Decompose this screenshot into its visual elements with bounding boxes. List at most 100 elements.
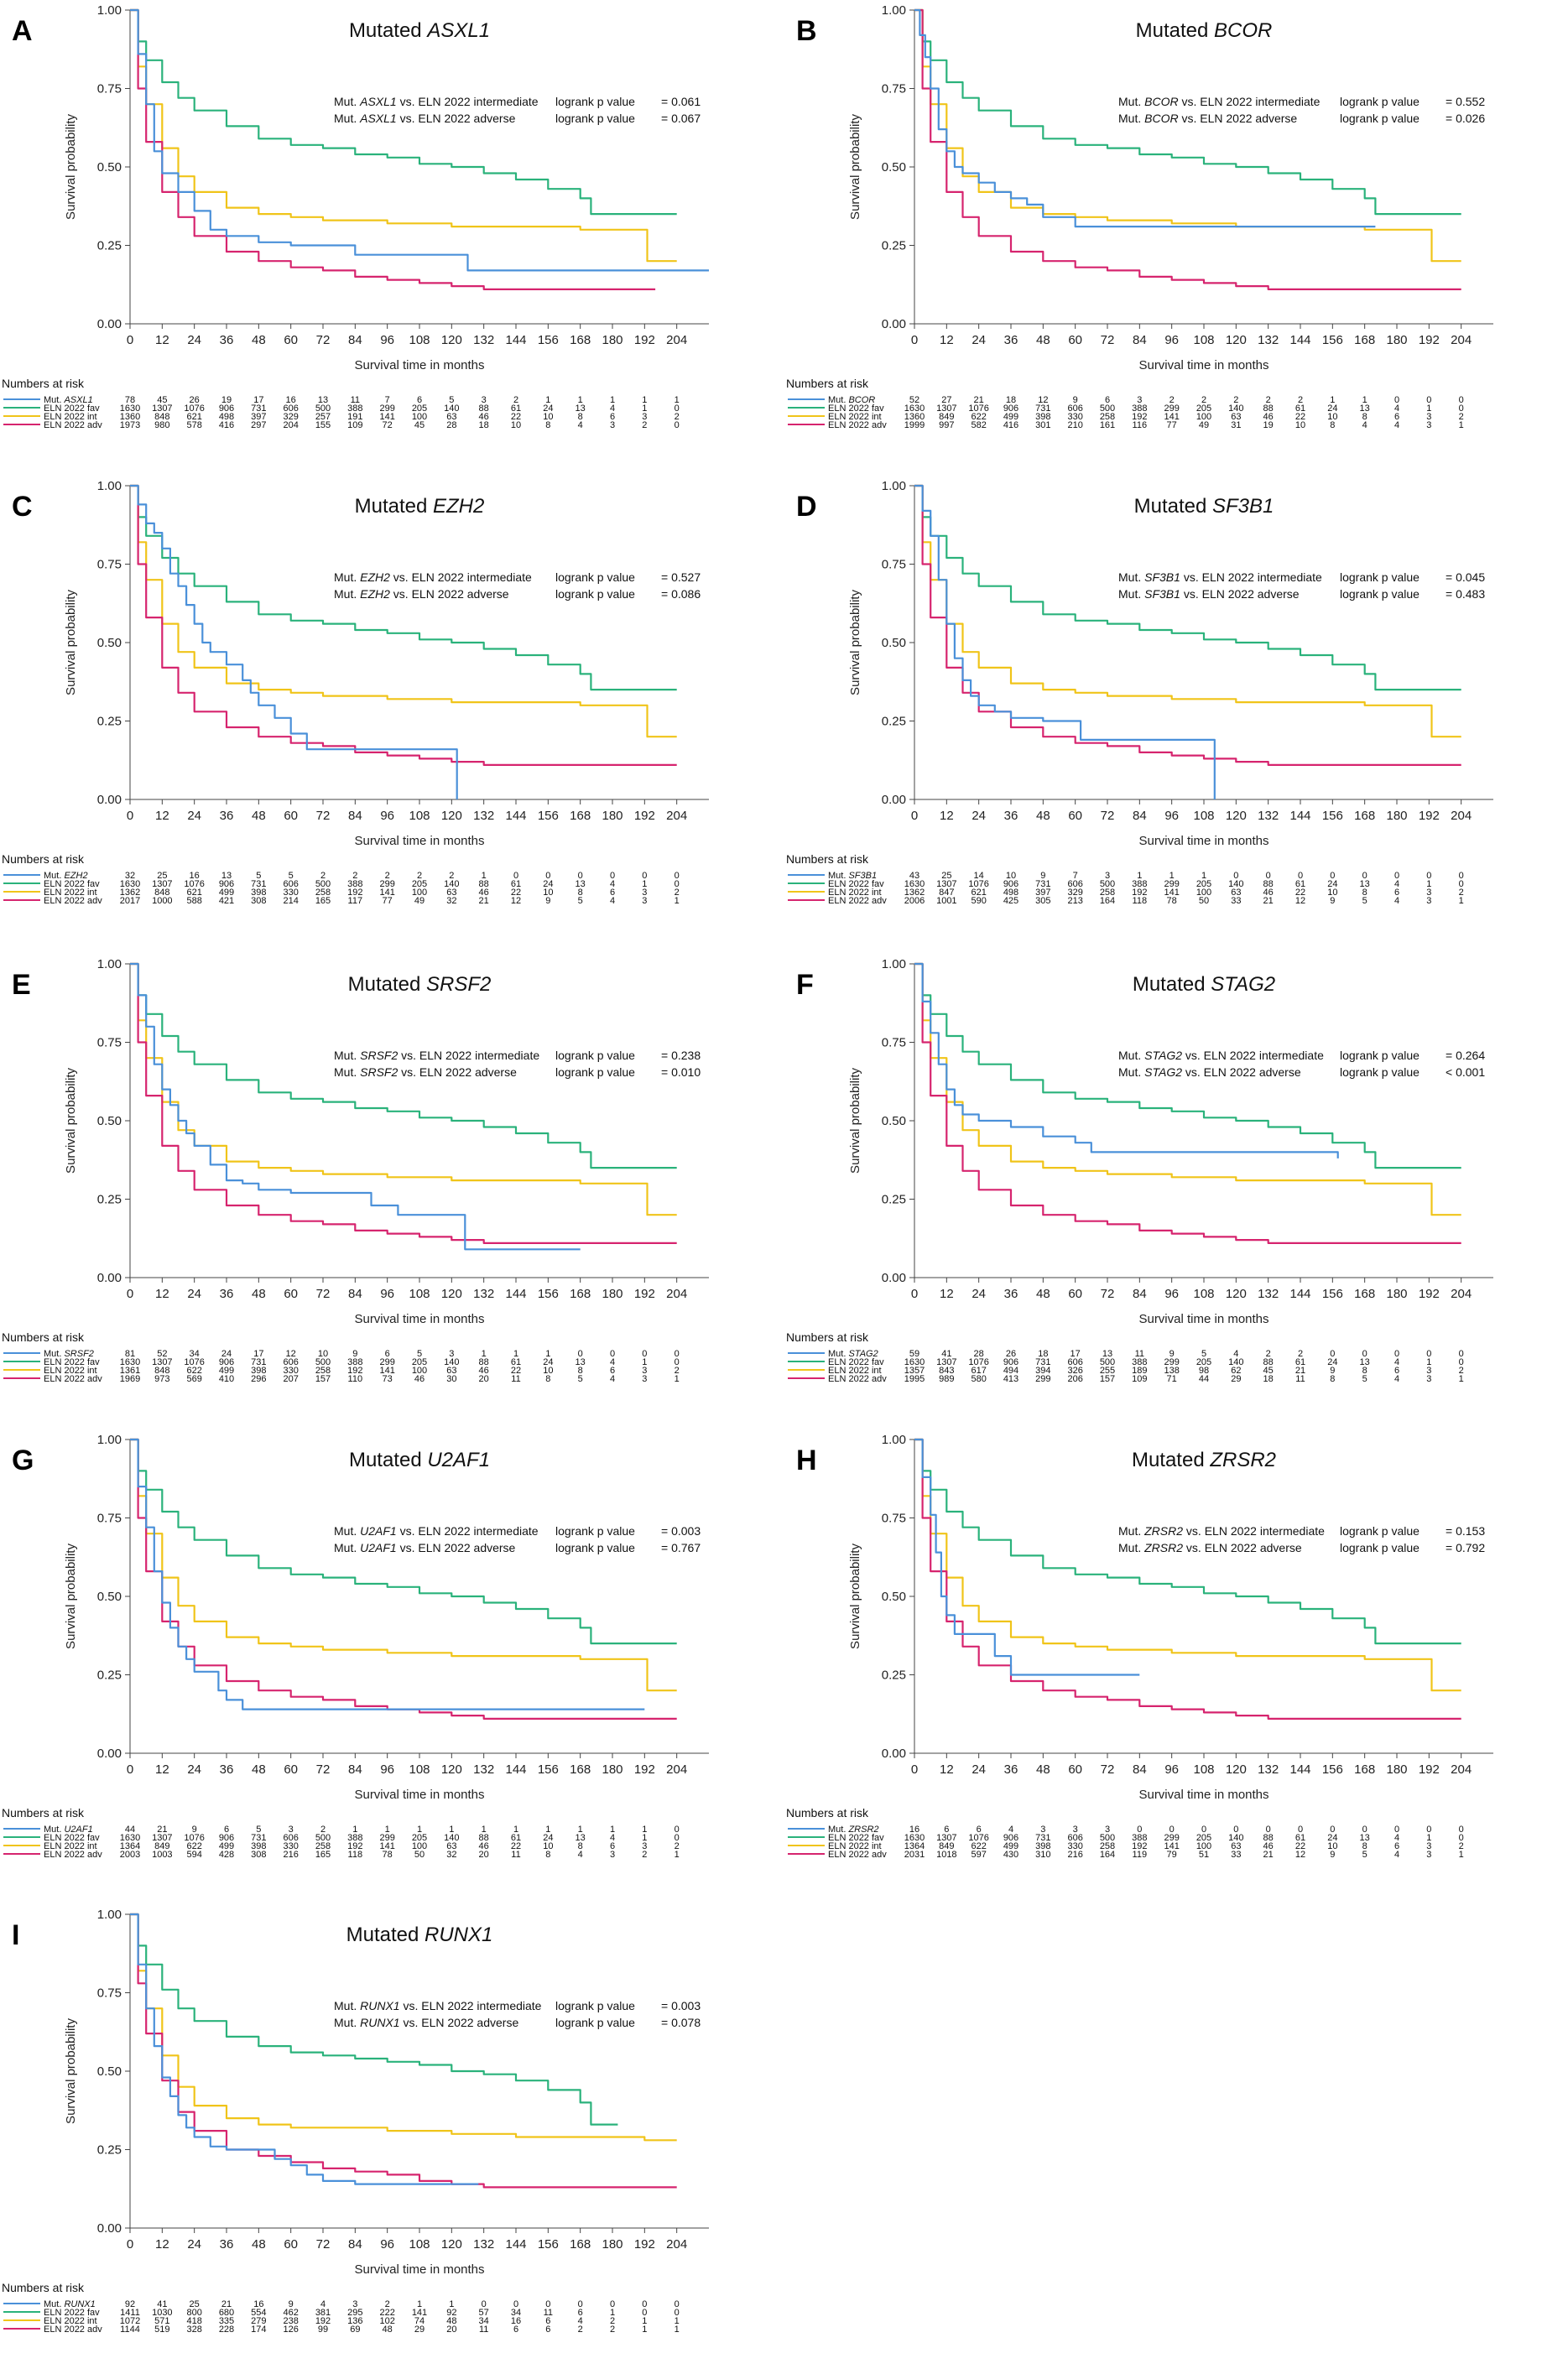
risk-row-label: ELN 2022 int	[828, 1366, 882, 1376]
y-axis-title: Survival probability	[64, 2018, 78, 2124]
risk-value: 0	[1233, 871, 1238, 881]
risk-value: 109	[1132, 1374, 1147, 1384]
risk-label-gene: SRSF2	[64, 1349, 93, 1359]
risk-value: 5	[1201, 1349, 1206, 1359]
y-tick-label: 1.00	[882, 1433, 906, 1447]
comparison-label: vs. ELN 2022 adverse	[397, 112, 516, 125]
risk-value: 0	[1362, 1349, 1367, 1359]
panel-letter: I	[12, 1919, 19, 1951]
risk-value: 138	[1164, 1366, 1179, 1376]
risk-value: 498	[219, 412, 234, 422]
risk-label-gene: SF3B1	[848, 871, 877, 881]
x-tick-label: 180	[1386, 1287, 1407, 1301]
risk-value: 10	[543, 888, 553, 898]
y-tick-label: 0.25	[97, 1669, 122, 1683]
x-tick-label: 36	[220, 809, 234, 823]
risk-value: 416	[1003, 420, 1018, 430]
risk-value: 0	[513, 2299, 518, 2309]
risk-value: 1360	[120, 412, 140, 422]
risk-value: 329	[1067, 888, 1082, 898]
comparison-prefix: Mut.	[1118, 1065, 1144, 1079]
x-tick-label: 24	[187, 1287, 201, 1301]
risk-value: 0	[1169, 1825, 1175, 1835]
risk-value: 9	[1040, 871, 1045, 881]
x-tick-label: 156	[538, 333, 559, 347]
risk-row-label: ELN 2022 fav	[828, 1357, 884, 1367]
risk-value: 27	[941, 395, 951, 405]
x-tick-label: 12	[940, 333, 954, 347]
x-tick-label: 36	[1004, 809, 1018, 823]
x-tick-label: 0	[127, 333, 133, 347]
risk-value: 2003	[120, 1850, 140, 1860]
risk-value: 335	[219, 2316, 234, 2326]
comparison-text: Mut. ASXL1 vs. ELN 2022 adverse	[334, 112, 516, 125]
comparison-label: vs. ELN 2022 adverse	[1183, 1541, 1302, 1554]
risk-value: 59	[909, 1349, 919, 1359]
risk-value: 3	[1426, 896, 1431, 906]
risk-label-gene: ASXL1	[63, 395, 92, 405]
x-tick-label: 60	[284, 1762, 298, 1777]
risk-value: 4	[1008, 1825, 1013, 1835]
x-tick-label: 12	[155, 1287, 169, 1301]
risk-row-label: Mut. U2AF1	[44, 1825, 93, 1835]
y-tick-label: 0.00	[97, 793, 122, 807]
risk-row-label: ELN 2022 fav	[44, 403, 100, 414]
y-tick-label: 0.00	[97, 1747, 122, 1761]
risk-value: 1307	[152, 1833, 172, 1843]
risk-value: 2006	[904, 896, 925, 906]
risk-value: 731	[251, 1833, 266, 1843]
risk-value: 8	[1362, 1366, 1367, 1376]
risk-value: 28	[974, 1349, 984, 1359]
x-tick-label: 60	[1068, 1762, 1082, 1777]
risk-value: 416	[219, 420, 234, 430]
y-tick-label: 0.25	[882, 1669, 906, 1683]
y-tick-label: 0.75	[97, 1986, 122, 2001]
risk-value: 1307	[936, 879, 956, 889]
risk-value: 6	[1394, 1841, 1399, 1851]
risk-label-prefix: Mut.	[44, 395, 64, 405]
risk-value: 4	[578, 420, 583, 430]
risk-value: 4	[1394, 879, 1399, 889]
risk-value: 109	[347, 420, 362, 430]
risk-value: 164	[1100, 1850, 1115, 1860]
risk-value: 731	[1035, 403, 1050, 414]
p-value: = 0.086	[661, 587, 701, 601]
comparison-text: Mut. STAG2 vs. ELN 2022 adverse	[1118, 1065, 1301, 1079]
risk-value: 500	[315, 403, 331, 414]
risk-value: 4	[1394, 1357, 1399, 1367]
y-tick-label: 0.00	[882, 793, 906, 807]
risk-value: 308	[251, 896, 266, 906]
risk-value: 2	[1201, 395, 1206, 405]
risk-row-label: ELN 2022 adv	[44, 420, 102, 430]
panel-e: E 0.00 0.25 0.50 0.75 1.00 0 12 24 36 48 60 72 84 96 10…	[0, 954, 763, 1424]
x-tick-label: 12	[940, 809, 954, 823]
x-tick-label: 12	[940, 1762, 954, 1777]
risk-value: 1364	[120, 1841, 140, 1851]
p-value: < 0.001	[1446, 1065, 1485, 1079]
risk-value: 1030	[152, 2308, 172, 2318]
risk-value: 1	[1459, 1850, 1464, 1860]
risk-value: 11	[351, 395, 360, 405]
risk-label-prefix: Mut.	[44, 2299, 64, 2309]
risk-value: 46	[479, 1366, 489, 1376]
risk-value: 140	[444, 879, 459, 889]
risk-value: 388	[1132, 1833, 1147, 1843]
p-value: = 0.527	[661, 570, 701, 584]
risk-value: 5	[417, 1349, 422, 1359]
risk-value: 26	[1006, 1349, 1016, 1359]
risk-value: 299	[1164, 879, 1179, 889]
x-tick-label: 96	[1164, 809, 1179, 823]
x-tick-label: 120	[1226, 1287, 1247, 1301]
comparison-text: Mut. BCOR vs. ELN 2022 adverse	[1118, 112, 1297, 125]
risk-value: 100	[412, 1841, 427, 1851]
risk-value: 1	[642, 403, 647, 414]
x-tick-label: 48	[1036, 333, 1050, 347]
risk-value: 52	[157, 1349, 167, 1359]
risk-table-title: Numbers at risk	[786, 1806, 869, 1820]
risk-value: 588	[186, 896, 201, 906]
risk-value: 2	[352, 871, 357, 881]
risk-value: 301	[1035, 420, 1050, 430]
risk-row-label: Mut. ZRSR2	[828, 1825, 879, 1835]
x-tick-label: 192	[1419, 1762, 1440, 1777]
risk-value: 0	[545, 871, 550, 881]
